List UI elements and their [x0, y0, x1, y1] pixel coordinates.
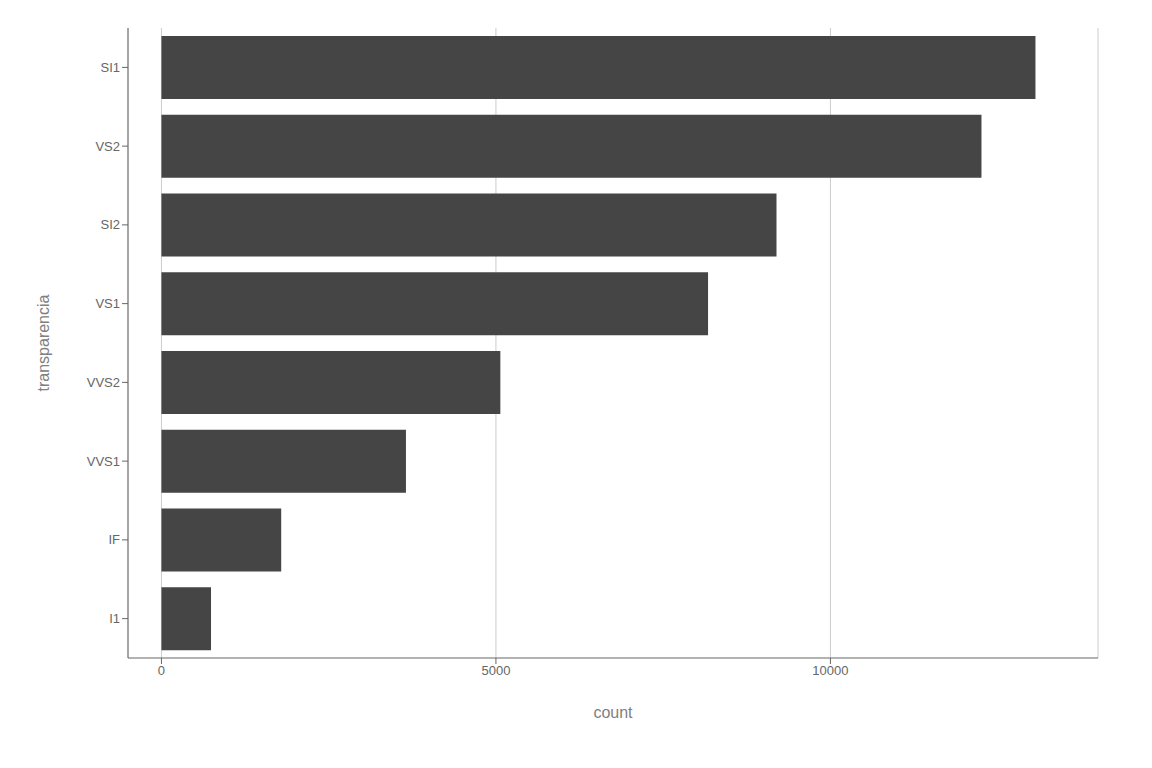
svg-text:IF: IF [108, 532, 120, 547]
svg-text:SI2: SI2 [100, 217, 120, 232]
svg-text:10000: 10000 [812, 663, 848, 678]
svg-text:VVS1: VVS1 [87, 454, 120, 469]
svg-text:VS2: VS2 [95, 139, 120, 154]
svg-text:VVS2: VVS2 [87, 375, 120, 390]
svg-text:5000: 5000 [481, 663, 510, 678]
svg-text:I1: I1 [109, 611, 120, 626]
svg-text:transparencia: transparencia [35, 294, 52, 391]
svg-text:SI1: SI1 [100, 60, 120, 75]
svg-text:VS1: VS1 [95, 296, 120, 311]
svg-text:count: count [593, 704, 633, 721]
svg-text:0: 0 [158, 663, 165, 678]
